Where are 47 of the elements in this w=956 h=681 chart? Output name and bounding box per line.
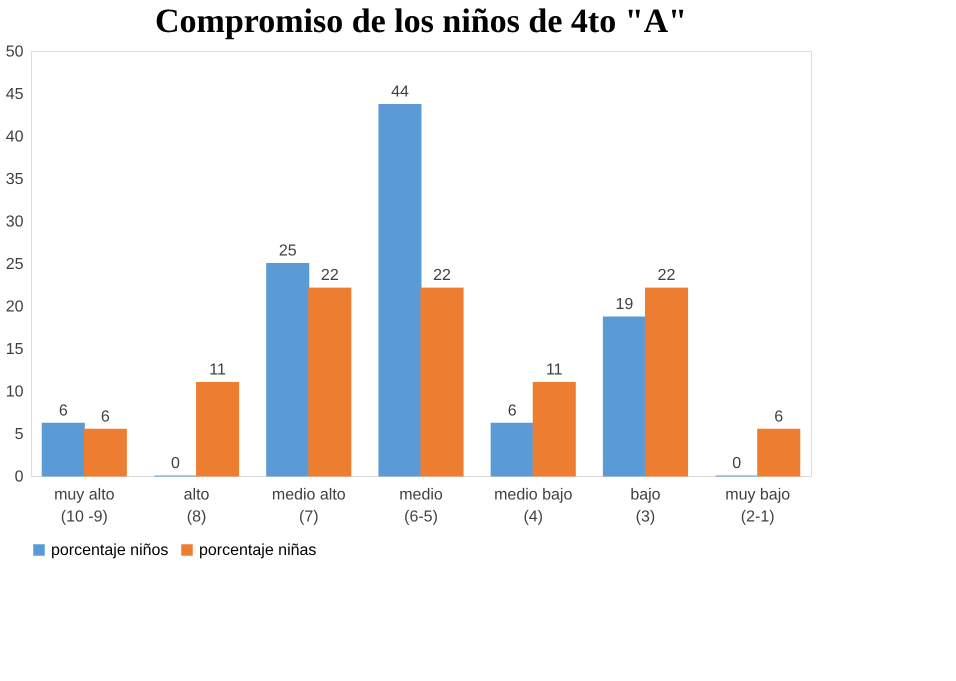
data-label: 19 [616, 296, 634, 314]
bar [42, 422, 85, 476]
x-tick-label: medio alto (7) [272, 486, 346, 526]
bar [196, 382, 240, 476]
data-label: 25 [278, 242, 297, 260]
y-tick-label: 40 [6, 128, 24, 146]
bar [532, 382, 576, 476]
data-label: 6 [774, 408, 784, 426]
chart-title: Compromiso de los niños de 4to "A" [154, 3, 688, 40]
data-label: 11 [546, 362, 563, 378]
y-tick-label: 15 [6, 341, 24, 358]
y-tick-label: 35 [6, 171, 24, 188]
x-tick-label: bajo (3) [630, 486, 661, 526]
bar [490, 422, 534, 476]
y-tick-label: 5 [14, 426, 24, 443]
data-label: 6 [508, 402, 517, 420]
y-tick-label: 10 [6, 384, 24, 400]
bar [84, 428, 127, 476]
data-label: 22 [320, 267, 339, 284]
legend-label: porcentaje niños [51, 542, 168, 559]
bar [602, 316, 646, 476]
data-label: 0 [732, 455, 742, 472]
y-tick-label: 30 [6, 214, 24, 230]
x-tick-label: medio (6-5) [399, 486, 443, 526]
bar [644, 288, 688, 476]
x-tick-label: alto (8) [184, 486, 210, 526]
data-label: 22 [658, 267, 676, 284]
data-label: 6 [100, 408, 110, 426]
y-tick-label: 25 [6, 256, 24, 273]
x-tick-label: muy alto (10 -9) [54, 486, 115, 526]
data-label: 6 [58, 402, 68, 420]
y-tick-label: 0 [14, 468, 24, 486]
data-label: 44 [391, 84, 409, 101]
data-label: 11 [209, 362, 226, 378]
bar [378, 104, 422, 476]
y-tick-label: 20 [6, 298, 24, 316]
bar [266, 263, 310, 476]
data-label: 22 [433, 267, 452, 284]
legend-label: porcentaje niñas [199, 542, 316, 559]
y-tick-label: 50 [6, 44, 24, 60]
bar [757, 428, 800, 476]
bar [308, 288, 352, 476]
data-label: 0 [171, 455, 180, 472]
x-tick-label: muy bajo (2-1) [725, 486, 790, 526]
x-tick-label: medio bajo (4) [494, 486, 572, 526]
y-tick-label: 45 [6, 86, 24, 103]
bar [420, 288, 464, 476]
